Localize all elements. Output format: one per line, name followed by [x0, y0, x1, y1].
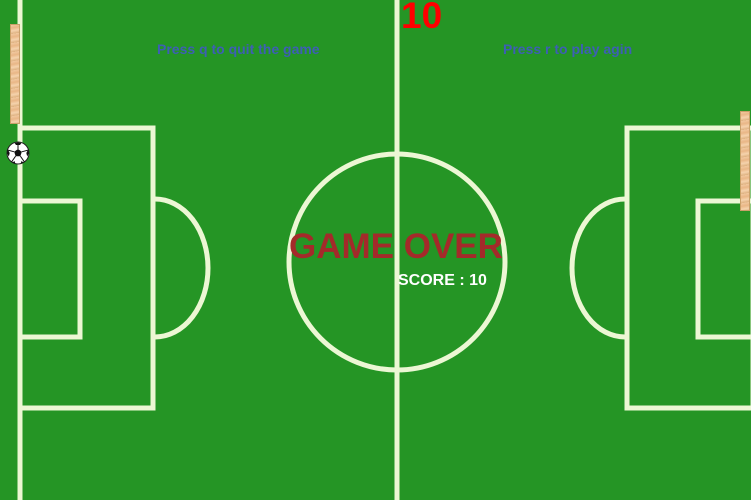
final-score-label: SCORE : 10: [398, 272, 487, 289]
left-penalty-area: [17, 125, 156, 411]
center-circle: [286, 151, 508, 373]
score-counter: 10: [401, 0, 443, 36]
left-penalty-arc: [154, 196, 211, 340]
right-goal-area: [695, 198, 751, 340]
game-over-banner: GAME OVER: [289, 227, 503, 266]
left-goal-area: [17, 198, 83, 340]
right-penalty-arc: [569, 196, 626, 340]
quit-instruction: Press q to quit the game: [157, 41, 320, 57]
right-penalty-area: [624, 125, 751, 411]
replay-instruction: Press r to play agin: [503, 41, 633, 57]
right-paddle[interactable]: [740, 111, 750, 211]
left-paddle[interactable]: [10, 24, 20, 124]
soccer-ball-icon: [6, 141, 30, 165]
